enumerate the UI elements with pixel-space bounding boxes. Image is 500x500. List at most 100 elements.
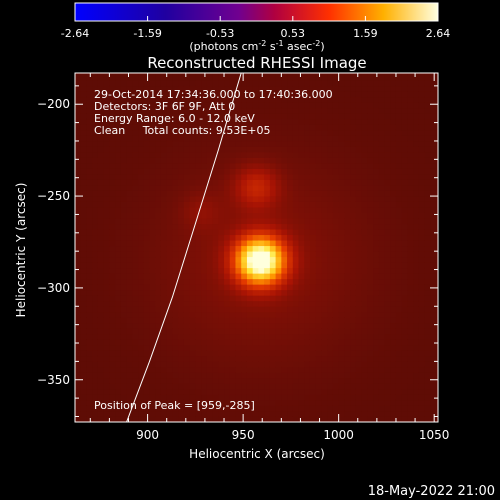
heatmap-cell	[384, 328, 391, 335]
heatmap-cell	[115, 151, 122, 158]
heatmap-cell	[327, 377, 334, 384]
heatmap-cell	[195, 124, 202, 131]
heatmap-cell	[229, 124, 236, 131]
heatmap-cell	[344, 322, 351, 329]
heatmap-cell	[378, 245, 385, 252]
heatmap-cell	[292, 256, 299, 263]
heatmap-cell	[166, 185, 173, 191]
heatmap-cell	[103, 361, 110, 368]
heatmap-cell	[212, 350, 219, 357]
heatmap-cell	[436, 190, 438, 197]
heatmap-cell	[132, 306, 139, 313]
heatmap-cell	[143, 273, 150, 280]
heatmap-cell	[97, 399, 105, 406]
heatmap-cell	[315, 251, 322, 258]
heatmap-cell	[390, 267, 397, 274]
heatmap-cell	[304, 317, 311, 324]
heatmap-cell	[235, 399, 242, 406]
heatmap-cell	[218, 262, 225, 269]
heatmap-cell	[241, 240, 248, 247]
heatmap-cell	[269, 190, 276, 197]
heatmap-cell	[115, 388, 122, 395]
heatmap-cell	[413, 361, 420, 368]
heatmap-cell	[327, 383, 334, 390]
heatmap-cell	[298, 251, 305, 258]
heatmap-cell	[424, 278, 431, 285]
heatmap-cell	[292, 212, 299, 219]
heatmap-cell	[120, 394, 127, 401]
heatmap-cell	[241, 157, 248, 164]
heatmap-cell	[235, 361, 242, 368]
heatmap-cell	[178, 113, 185, 120]
heatmap-cell	[138, 273, 145, 280]
heatmap-cell	[355, 74, 362, 81]
heatmap-cell	[327, 129, 334, 136]
heatmap-cell	[413, 405, 420, 412]
heatmap-cell	[373, 267, 380, 274]
heatmap-cell	[235, 168, 242, 175]
heatmap-cell	[212, 383, 219, 390]
heatmap-cell	[309, 179, 317, 186]
heatmap-cell	[183, 372, 191, 379]
heatmap-cell	[160, 267, 168, 274]
heatmap-cell	[287, 96, 294, 103]
heatmap-cell	[183, 163, 191, 169]
heatmap-cell	[97, 245, 105, 252]
heatmap-cell	[138, 151, 145, 158]
heatmap-cell	[138, 212, 145, 219]
heatmap-cell	[246, 300, 254, 307]
heatmap-cell	[361, 102, 368, 109]
heatmap-cell	[103, 218, 110, 225]
heatmap-cell	[252, 74, 259, 81]
heatmap-cell	[172, 135, 179, 142]
heatmap-cell	[309, 102, 317, 109]
heatmap-cell	[361, 344, 368, 351]
heatmap-cell	[132, 113, 139, 120]
heatmap-cell	[75, 212, 82, 219]
heatmap-cell	[86, 102, 93, 109]
heatmap-cell	[332, 168, 340, 175]
heatmap-cell	[298, 366, 305, 373]
heatmap-cell	[395, 157, 403, 164]
heatmap-cell	[424, 113, 431, 120]
heatmap-cell	[298, 405, 305, 412]
heatmap-cell	[189, 185, 196, 191]
heatmap-cell	[321, 218, 328, 225]
heatmap-cell	[166, 388, 173, 395]
heatmap-cell	[373, 157, 380, 164]
heatmap-cell	[103, 168, 110, 175]
heatmap-cell	[304, 102, 311, 109]
heatmap-cell	[424, 223, 431, 230]
heatmap-cell	[304, 333, 311, 340]
heatmap-cell	[218, 223, 225, 230]
heatmap-cell	[384, 168, 391, 175]
heatmap-cell	[338, 344, 345, 351]
heatmap-cell	[315, 223, 322, 230]
heatmap-cell	[109, 317, 116, 324]
heatmap-cell	[252, 256, 259, 263]
heatmap-cell	[252, 399, 259, 406]
heatmap-cell	[418, 240, 426, 247]
heatmap-cell	[321, 140, 328, 147]
heatmap-cell	[126, 333, 133, 340]
heatmap-cell	[75, 339, 82, 346]
heatmap-cell	[109, 284, 116, 291]
heatmap-cell	[224, 251, 231, 258]
heatmap-cell	[344, 339, 351, 346]
heatmap-cell	[103, 124, 110, 131]
heatmap-cell	[92, 366, 99, 373]
heatmap-cell	[246, 146, 254, 153]
heatmap-cell	[338, 240, 345, 247]
heatmap-cell	[350, 168, 357, 175]
heatmap-cell	[252, 151, 259, 158]
heatmap-cell	[264, 267, 271, 274]
heatmap-cell	[418, 201, 426, 208]
heatmap-cell	[109, 168, 116, 175]
heatmap-cell	[373, 107, 380, 114]
heatmap-cell	[160, 113, 168, 120]
heatmap-cell	[92, 372, 99, 379]
heatmap-cell	[80, 135, 87, 142]
heatmap-cell	[195, 168, 202, 175]
heatmap-cell	[183, 251, 191, 258]
heatmap-cell	[178, 278, 185, 285]
